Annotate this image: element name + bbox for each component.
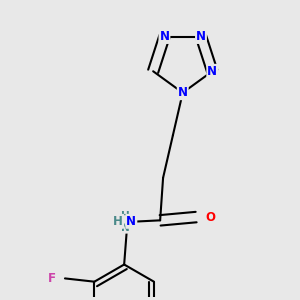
Text: F: F <box>48 272 56 285</box>
Text: O: O <box>206 211 216 224</box>
Text: N: N <box>126 215 136 228</box>
Text: N: N <box>159 30 170 43</box>
Text: N: N <box>196 30 206 43</box>
Text: N: N <box>178 86 188 99</box>
Text: N: N <box>207 65 217 78</box>
Text: H
N: H N <box>122 211 130 233</box>
Text: H: H <box>113 215 123 228</box>
